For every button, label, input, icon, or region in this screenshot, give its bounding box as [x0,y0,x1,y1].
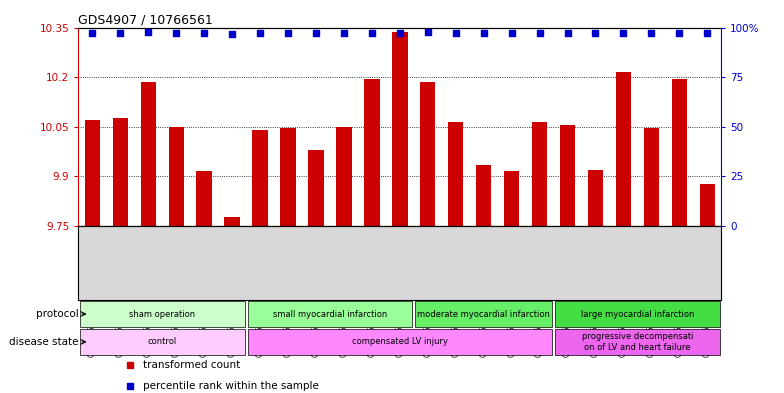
Point [533,30,546,37]
Bar [555,329,720,355]
Bar [504,171,519,226]
Text: protocol: protocol [36,309,79,319]
Point [617,30,630,37]
Bar [308,150,324,226]
Text: compensated LV injury: compensated LV injury [352,338,448,346]
Bar [248,301,412,327]
Point [365,30,378,37]
Text: GDS4907 / 10766561: GDS4907 / 10766561 [78,13,213,26]
Point [506,30,518,37]
Bar [560,125,575,226]
Point [701,30,713,37]
Point [561,30,574,37]
Point [198,30,210,37]
Bar [699,184,715,226]
Text: moderate myocardial infarction: moderate myocardial infarction [417,310,550,318]
Bar [140,82,156,226]
Text: sham operation: sham operation [129,310,195,318]
Text: disease state: disease state [9,337,79,347]
Bar [169,127,184,226]
Point [254,30,267,37]
Point [449,30,462,37]
Bar [532,122,547,226]
Point [338,30,350,37]
Bar [113,118,128,226]
Bar [644,128,659,226]
Bar [80,301,245,327]
Bar [252,130,268,226]
Bar [448,122,463,226]
Text: progressive decompensati
on of LV and heart failure: progressive decompensati on of LV and he… [582,332,693,352]
Bar [615,72,631,226]
Bar [555,301,720,327]
Point [590,30,602,37]
Text: transformed count: transformed count [143,360,240,370]
Point [226,31,238,38]
Bar [392,33,408,226]
Point [170,30,183,37]
Text: percentile rank within the sample: percentile rank within the sample [143,380,318,391]
Bar [224,217,240,226]
Bar [365,79,379,226]
Point [645,30,658,37]
Point [281,30,294,37]
Bar [420,82,435,226]
Bar [416,301,552,327]
Bar [80,329,245,355]
Point [422,29,434,36]
Bar [476,165,492,226]
Point [310,30,322,37]
Bar [588,169,603,226]
Point [142,29,154,36]
Bar [336,127,352,226]
Point [673,30,686,37]
Point [86,30,99,37]
Bar [281,128,296,226]
Bar [85,120,100,226]
Bar [672,79,687,226]
Point [394,30,406,37]
Bar [248,329,552,355]
Text: control: control [147,338,177,346]
Point [477,30,490,37]
Text: small myocardial infarction: small myocardial infarction [273,310,387,318]
Text: large myocardial infarction: large myocardial infarction [581,310,694,318]
Point [114,30,126,37]
Bar [197,171,212,226]
